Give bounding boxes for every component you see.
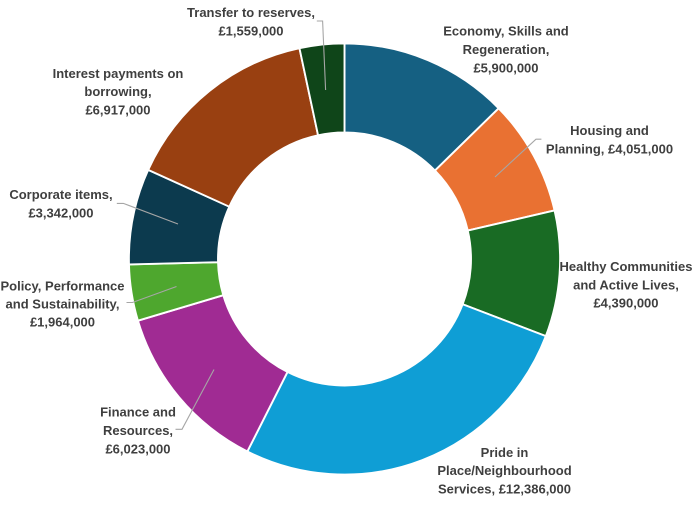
svg-text:and Active Lives,: and Active Lives, <box>573 277 679 292</box>
svg-text:Corporate items,: Corporate items, <box>9 187 112 202</box>
svg-text:Pride in: Pride in <box>481 445 529 460</box>
svg-text:£4,390,000: £4,390,000 <box>593 296 658 311</box>
svg-text:Regeneration,: Regeneration, <box>463 42 550 57</box>
svg-text:Planning, £4,051,000: Planning, £4,051,000 <box>546 141 673 156</box>
svg-text:Policy, Performance: Policy, Performance <box>0 278 124 293</box>
svg-text:£6,023,000: £6,023,000 <box>105 441 170 456</box>
svg-text:Resources,: Resources, <box>103 423 173 438</box>
svg-text:£1,559,000: £1,559,000 <box>218 24 283 39</box>
svg-text:Transfer to reserves,: Transfer to reserves, <box>187 5 315 20</box>
svg-text:Services, £12,386,000: Services, £12,386,000 <box>438 482 571 497</box>
svg-text:Place/Neighbourhood: Place/Neighbourhood <box>437 463 571 478</box>
svg-text:Healthy Communities: Healthy Communities <box>560 259 693 274</box>
svg-text:£6,917,000: £6,917,000 <box>85 102 150 117</box>
svg-text:£1,964,000: £1,964,000 <box>30 315 95 330</box>
svg-text:Economy, Skills and: Economy, Skills and <box>443 23 569 38</box>
svg-text:£3,342,000: £3,342,000 <box>28 205 93 220</box>
svg-text:Housing and: Housing and <box>570 123 649 138</box>
svg-text:and Sustainability,: and Sustainability, <box>6 297 120 312</box>
svg-text:£5,900,000: £5,900,000 <box>473 60 538 75</box>
svg-text:borrowing,: borrowing, <box>84 84 151 99</box>
svg-text:Interest payments on: Interest payments on <box>53 66 184 81</box>
svg-text:Finance and: Finance and <box>100 405 176 420</box>
